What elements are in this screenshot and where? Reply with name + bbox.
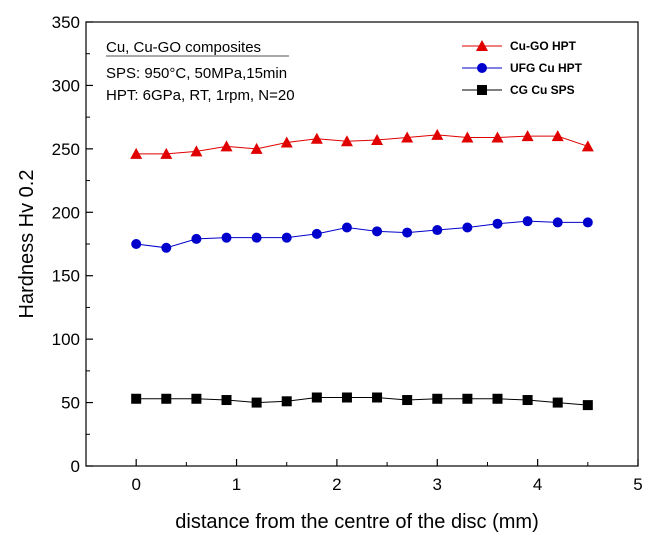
y-tick-label: 0	[71, 457, 80, 476]
data-point	[552, 217, 563, 228]
data-point	[250, 142, 263, 154]
series-0	[130, 128, 594, 159]
data-point	[461, 131, 474, 143]
data-series	[130, 128, 594, 411]
x-tick-label: 2	[332, 475, 341, 494]
legend-label: Cu-GO HPT	[510, 39, 577, 53]
data-point	[131, 239, 142, 249]
data-point	[522, 395, 533, 406]
data-point	[581, 140, 594, 152]
data-point	[372, 226, 383, 237]
y-tick-label: 100	[52, 330, 80, 349]
data-point	[340, 135, 353, 147]
data-point	[311, 392, 322, 403]
legend: Cu-GO HPT UFG Cu HPT CG Cu SPS	[462, 39, 583, 97]
data-point	[160, 147, 173, 159]
data-point	[130, 147, 143, 159]
data-point	[311, 228, 322, 239]
x-tick-label: 5	[633, 475, 642, 494]
data-point	[251, 397, 262, 408]
data-point	[310, 132, 323, 144]
series-1	[131, 216, 593, 253]
data-point	[552, 397, 563, 408]
data-point	[402, 227, 413, 238]
y-tick-label: 350	[52, 13, 80, 32]
data-point	[402, 395, 413, 406]
annotation-line-2: HPT: 6GPa, RT, 1rpm, N=20	[106, 87, 295, 104]
y-tick-label: 300	[52, 76, 80, 95]
data-point	[551, 130, 564, 142]
series-line	[136, 396, 588, 406]
y-tick-label: 250	[52, 140, 80, 159]
legend-marker	[477, 63, 487, 73]
data-point	[492, 218, 503, 229]
series-2	[131, 392, 593, 411]
data-point	[280, 136, 293, 148]
y-tick-label: 150	[52, 267, 80, 286]
data-point	[341, 222, 352, 233]
data-point	[281, 396, 292, 407]
series-line	[136, 220, 588, 249]
legend-entry-1: UFG Cu HPT	[462, 61, 583, 75]
legend-entry-2: CG Cu SPS	[462, 83, 575, 97]
y-tick-label: 50	[61, 394, 80, 413]
annotation-heading: Cu, Cu-GO composites	[106, 39, 261, 56]
data-point	[191, 393, 202, 404]
data-point	[492, 393, 503, 404]
legend-label: CG Cu SPS	[510, 83, 575, 97]
data-point	[221, 232, 232, 243]
data-point	[431, 128, 444, 140]
data-point	[522, 216, 533, 227]
x-tick-label: 4	[533, 475, 542, 494]
data-point	[491, 131, 504, 143]
legend-marker	[477, 85, 487, 95]
data-point	[432, 393, 443, 404]
series-line	[136, 134, 588, 155]
data-point	[251, 232, 262, 243]
annotation-box: Cu, Cu-GO composites SPS: 950°C, 50MPa,1…	[106, 39, 295, 104]
data-point	[582, 400, 593, 411]
legend-entry-0: Cu-GO HPT	[462, 39, 577, 53]
data-point	[131, 393, 142, 404]
data-point	[220, 140, 233, 152]
data-point	[161, 242, 172, 253]
data-point	[521, 130, 534, 142]
data-point	[191, 233, 202, 244]
data-point	[371, 133, 384, 145]
x-tick-label: 0	[131, 475, 140, 494]
data-point	[190, 145, 203, 157]
data-point	[462, 393, 473, 404]
legend-label: UFG Cu HPT	[510, 61, 583, 75]
annotation-line-1: SPS: 950°C, 50MPa,15min	[106, 65, 287, 82]
legend-marker	[476, 40, 488, 51]
data-point	[341, 392, 352, 403]
y-tick-label: 200	[52, 203, 80, 222]
x-tick-label: 1	[232, 475, 241, 494]
data-point	[161, 393, 172, 404]
x-axis-label: distance from the centre of the disc (mm…	[175, 511, 538, 533]
data-point	[372, 392, 383, 403]
data-point	[281, 232, 292, 243]
x-tick-label: 3	[433, 475, 442, 494]
data-point	[582, 217, 593, 228]
data-point	[401, 131, 414, 143]
data-point	[432, 225, 443, 236]
y-axis-label: Hardness Hv 0.2	[16, 170, 38, 319]
data-point	[462, 222, 473, 233]
data-point	[221, 395, 232, 406]
